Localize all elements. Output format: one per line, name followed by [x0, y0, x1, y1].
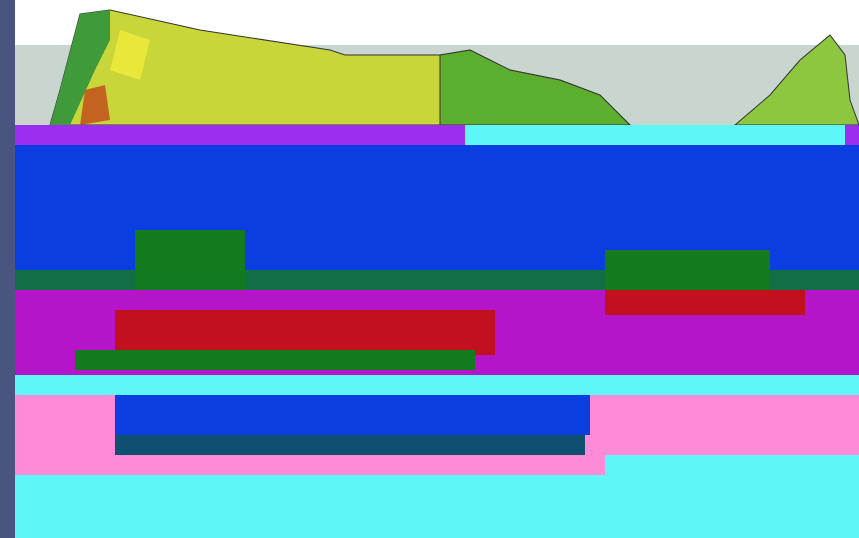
glitch-block: [15, 455, 605, 475]
glitch-strip: [465, 125, 845, 145]
map-image: [15, 0, 859, 126]
glitch-block: [15, 475, 859, 538]
glitch-block: [15, 375, 859, 395]
glitch-block: [115, 310, 495, 355]
map-forest: [50, 10, 110, 125]
glitch-block: [605, 250, 770, 290]
left-margin: [0, 0, 15, 538]
glitch-block: [115, 395, 590, 435]
glitch-block: [75, 350, 475, 370]
map-patch: [110, 30, 150, 80]
glitch-block: [115, 435, 585, 455]
map-highland: [80, 85, 110, 125]
map-land-northeast: [733, 34, 859, 126]
glitch-blocks: [15, 125, 859, 538]
glitch-block: [605, 290, 805, 315]
glitch-block: [605, 455, 859, 475]
